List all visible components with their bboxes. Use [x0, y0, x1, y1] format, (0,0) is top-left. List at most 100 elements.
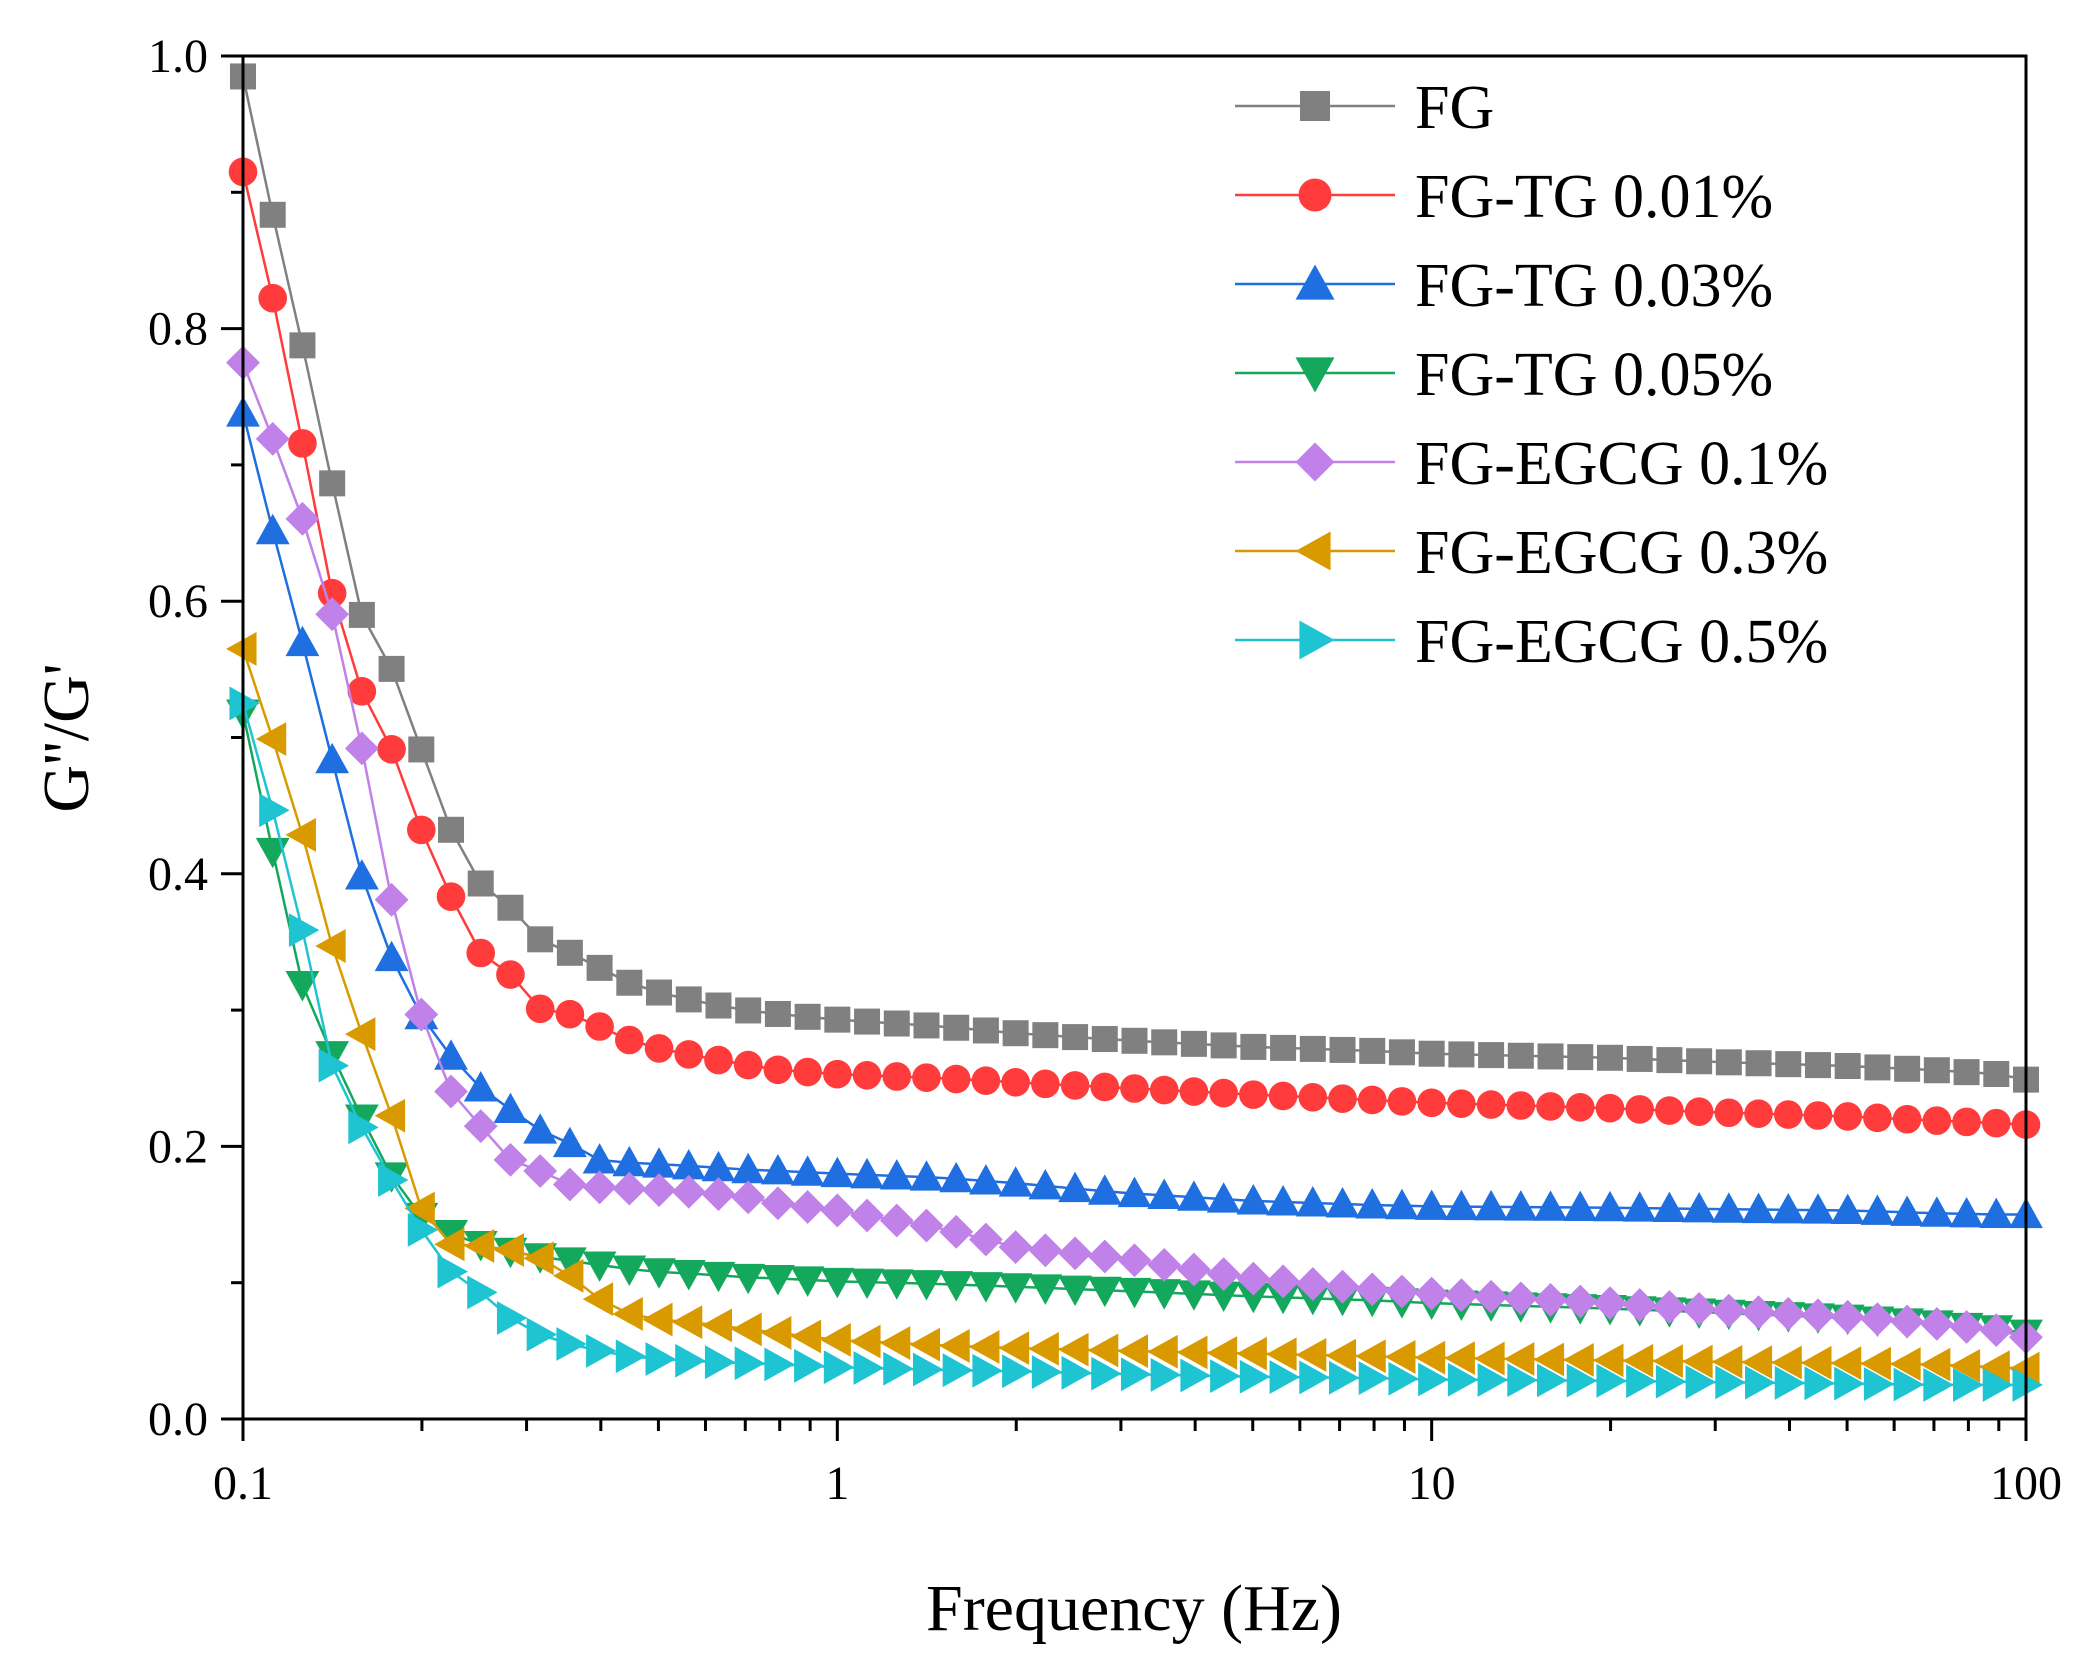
data-point: [1833, 1102, 1862, 1131]
data-point: [1418, 1362, 1449, 1397]
data-point: [969, 1164, 1003, 1195]
data-point: [1596, 1363, 1627, 1398]
data-point: [1151, 1029, 1178, 1056]
data-point: [255, 722, 287, 756]
data-point: [969, 1222, 1003, 1257]
data-point: [1923, 1057, 1950, 1084]
data-point: [1028, 1168, 1063, 1200]
data-point: [289, 332, 316, 359]
data-point: [1087, 1276, 1122, 1308]
legend-label: FG-EGCG 0.3%: [1415, 519, 1828, 587]
data-point: [1414, 1276, 1449, 1311]
legend: FG FG-TG 0.01% FG-TG 0.03% FG-TG 0.05% FG-EG…: [1235, 74, 1828, 676]
data-point: [1774, 1366, 1806, 1400]
data-point: [853, 1351, 884, 1385]
data-point: [1295, 1338, 1327, 1372]
data-point: [1236, 1261, 1271, 1296]
data-point: [586, 954, 613, 981]
data-point: [761, 1186, 795, 1221]
data-point: [1325, 1269, 1360, 1304]
data-point: [552, 1247, 587, 1278]
data-point: [850, 1324, 881, 1359]
data-point: [1715, 1365, 1746, 1400]
data-point: [317, 578, 347, 608]
data-point: [1682, 1191, 1717, 1223]
data-point: [823, 1350, 855, 1385]
data-point: [674, 1040, 704, 1069]
data-point: [735, 997, 762, 1024]
data-point: [1803, 1101, 1833, 1130]
data-point: [1834, 1053, 1861, 1080]
data-point: [1622, 1343, 1654, 1378]
data-point: [909, 1327, 941, 1362]
data-point: [1474, 1189, 1508, 1221]
data-point: [1804, 1052, 1831, 1079]
data-point: [1923, 1368, 1954, 1402]
data-point: [374, 1098, 406, 1133]
data-point: [854, 1008, 881, 1035]
data-point: [1355, 1188, 1390, 1219]
data-point: [374, 940, 409, 972]
data-point: [850, 1157, 884, 1189]
data-point: [526, 1317, 558, 1352]
data-point: [344, 731, 379, 766]
data-point: [1741, 1192, 1776, 1224]
data-point: [705, 992, 732, 1019]
data-point: [1804, 1366, 1835, 1401]
x-axis-label: Frequency (Hz): [926, 1572, 1342, 1645]
data-point: [701, 1150, 736, 1182]
data-point: [434, 1227, 465, 1262]
data-point: [1981, 1108, 2011, 1138]
x-axis: 0.1 1 10 100: [213, 1419, 2062, 1510]
data-point: [1357, 1085, 1387, 1115]
data-point: [1444, 1189, 1479, 1221]
data-point: [879, 1326, 911, 1360]
data-point: [1444, 1341, 1475, 1376]
data-point: [671, 1148, 706, 1180]
data-point: [998, 1273, 1033, 1304]
data-point: [1087, 1239, 1122, 1274]
legend-marker: [1295, 264, 1335, 300]
data-point: [1979, 1313, 2014, 1348]
data-point: [646, 979, 673, 1006]
data-point: [1953, 1368, 1984, 1402]
data-point: [1002, 1354, 1033, 1389]
data-point: [1028, 1274, 1063, 1305]
data-point: [586, 1333, 617, 1368]
data-point: [315, 929, 346, 963]
data-point: [790, 1266, 825, 1297]
y-axis: 0.0 0.2 0.4 0.6 0.8 1.0: [148, 30, 243, 1446]
data-point: [285, 971, 320, 1002]
data-point: [1626, 1364, 1657, 1399]
data-point: [1537, 1043, 1564, 1070]
data-point: [675, 986, 702, 1013]
data-point: [761, 1265, 795, 1296]
data-point: [1002, 1020, 1029, 1047]
data-point: [1355, 1339, 1386, 1374]
data-point: [438, 816, 465, 843]
data-point: [731, 1263, 766, 1295]
data-point: [909, 1270, 944, 1301]
data-point: [1328, 1360, 1360, 1395]
x-tick-label: 100: [1990, 1457, 2062, 1510]
data-point: [556, 1327, 587, 1361]
data-point: [1801, 1193, 1835, 1224]
data-point: [820, 1323, 851, 1357]
data-point: [374, 882, 409, 917]
y-tick-label: 0.0: [148, 1393, 208, 1446]
data-point: [1890, 1347, 1921, 1381]
data-point: [1206, 1281, 1241, 1313]
data-point: [1953, 1059, 1980, 1086]
data-point: [1655, 1364, 1687, 1399]
data-point: [1771, 1296, 1806, 1331]
data-point: [790, 1319, 822, 1354]
data-point: [315, 742, 350, 774]
series-2: [226, 396, 2043, 1229]
data-point: [527, 926, 554, 953]
data-point: [1266, 1185, 1300, 1216]
data-point: [1028, 1233, 1063, 1268]
data-point: [1117, 1243, 1152, 1278]
data-point: [1775, 1051, 1802, 1078]
data-point: [1593, 1190, 1627, 1222]
data-point: [555, 999, 585, 1029]
